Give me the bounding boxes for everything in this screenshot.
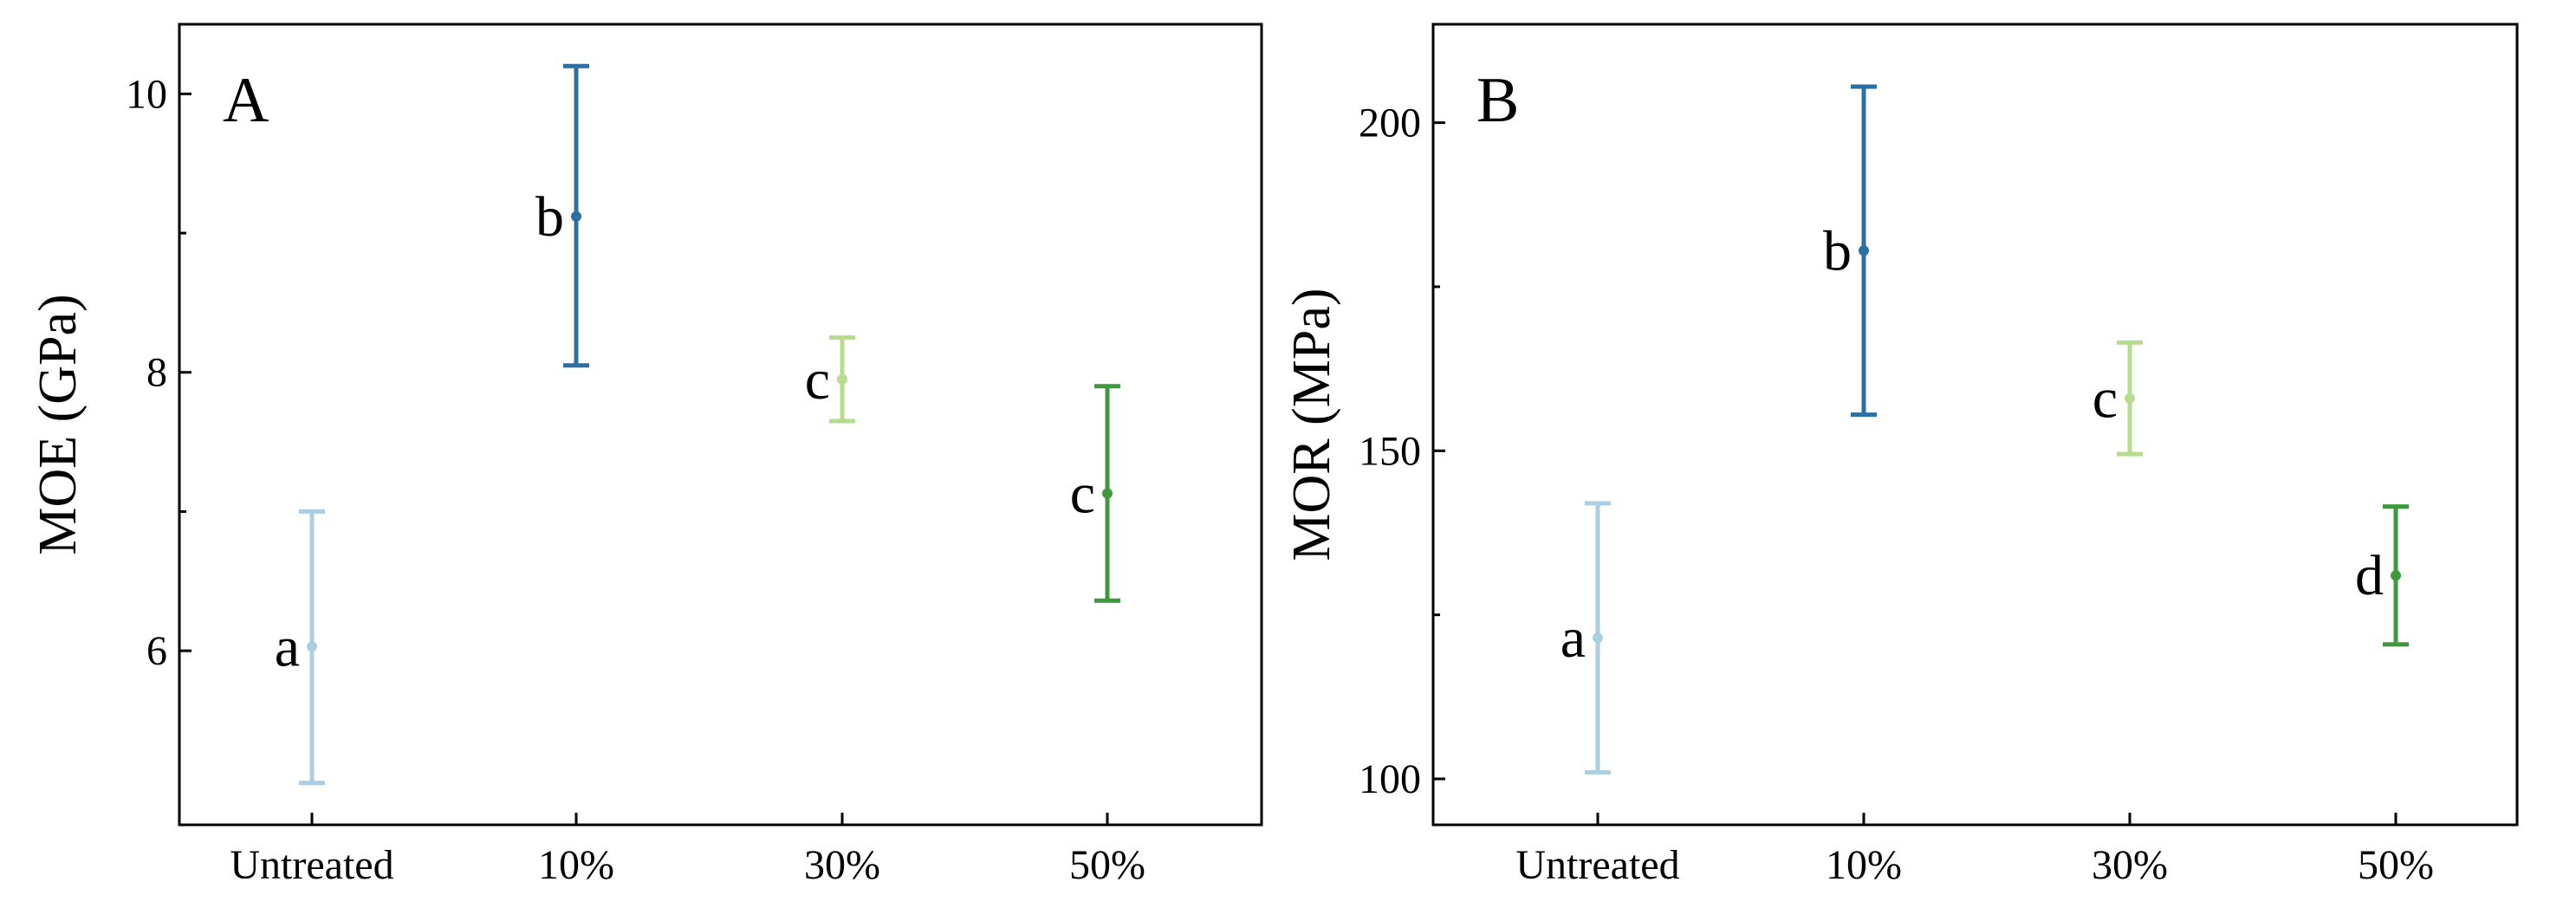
x-tick-label: Untreated [1515, 842, 1679, 888]
x-tick-label: 10% [538, 842, 614, 888]
error-bar: c [2093, 340, 2143, 457]
mean-point [571, 211, 581, 222]
mean-point [2391, 570, 2401, 581]
mean-point [2125, 392, 2135, 404]
mean-point [837, 373, 847, 385]
error-bar: c [1070, 384, 1120, 603]
significance-letter: c [1070, 463, 1095, 526]
error-bar: b [1823, 84, 1877, 418]
mean-point [1859, 245, 1869, 256]
significance-letter: c [805, 348, 830, 412]
error-bar: a [275, 509, 325, 786]
error-bar: b [535, 63, 589, 368]
error-bar: d [2355, 504, 2409, 647]
y-tick-label: 100 [1359, 756, 1421, 802]
significance-letter: a [1561, 606, 1586, 670]
error-bar: a [1561, 501, 1611, 775]
error-bar: c [805, 335, 855, 424]
y-axis-title: MOE (GPa) [29, 294, 88, 555]
panel-b: 100 150 200 Untreated 10% 30% 50% MOR (MPa) Ba b c… [1282, 23, 2519, 888]
mean-point [307, 641, 317, 652]
y-axis-title: MOR (MPa) [1282, 288, 1341, 561]
mean-point [1102, 488, 1113, 499]
x-tick-label: 30% [2092, 842, 2168, 888]
y-tick-label: 6 [146, 628, 167, 674]
panel-a: 6 8 10 Untreated 10% 30% 50% MOE (GPa) Aa b c c [29, 23, 1263, 888]
mean-point [1593, 632, 1603, 644]
y-tick-label: 8 [146, 350, 167, 396]
panel-label: A [223, 65, 269, 136]
x-tick-label: 50% [1069, 842, 1145, 888]
y-tick-label: 150 [1359, 428, 1421, 474]
x-tick-label: Untreated [230, 842, 393, 888]
x-tick-label: 50% [2358, 842, 2434, 888]
significance-letter: c [2093, 367, 2118, 431]
panel-label: B [1476, 65, 1519, 136]
panel-b-frame [1431, 23, 2519, 827]
panel-a-frame [178, 23, 1263, 827]
significance-letter: a [275, 615, 300, 678]
y-tick-label: 10 [126, 71, 167, 117]
y-tick-label: 200 [1359, 101, 1421, 146]
significance-letter: d [2355, 544, 2384, 607]
significance-letter: b [1823, 219, 1852, 282]
x-tick-label: 10% [1826, 842, 1902, 888]
significance-letter: b [535, 185, 564, 249]
x-tick-label: 30% [804, 842, 880, 888]
